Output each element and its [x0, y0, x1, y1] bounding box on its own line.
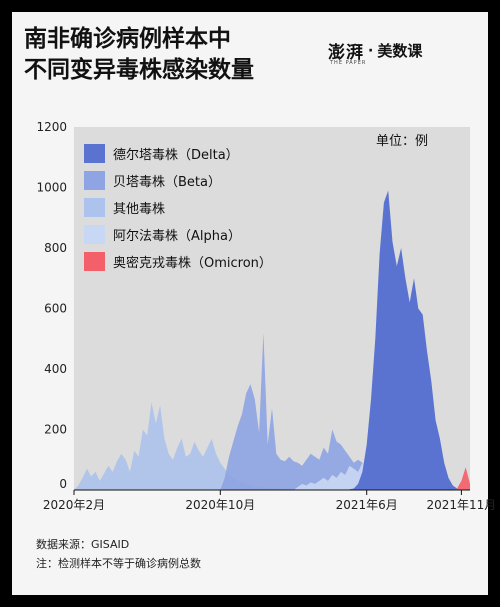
title-line-1: 南非确诊病例样本中 — [24, 26, 231, 52]
chart-title: 南非确诊病例样本中 不同变异毒株感染数量 — [24, 24, 324, 86]
y-tick-label: 0 — [59, 477, 67, 491]
brand-separator: · — [368, 42, 374, 59]
series-area-other — [74, 402, 470, 490]
x-tick-layer: 2020年2月 2020年10月 2021年6月 2021年11月 — [43, 490, 496, 512]
y-tick-label: 400 — [44, 362, 67, 376]
x-tick-label: 2021年6月 — [336, 498, 398, 512]
x-tick-label: 2020年10月 — [185, 498, 255, 512]
legend-item-other: 其他毒株 — [84, 194, 272, 221]
x-tick-label: 2020年2月 — [43, 498, 105, 512]
legend-item-beta: 贝塔毒株（Beta） — [84, 167, 272, 194]
y-tick-layer: 0 200 400 600 800 1000 1200 — [36, 120, 67, 491]
unit-label: 单位：例 — [376, 134, 429, 149]
legend-label-delta: 德尔塔毒株（Delta） — [113, 148, 239, 163]
y-tick-label: 200 — [44, 423, 67, 437]
sample-disclaimer-note: 注：检测样本不等于确诊病例总数 — [36, 557, 201, 570]
y-tick-label: 600 — [44, 302, 67, 316]
legend-label-beta: 贝塔毒株（Beta） — [113, 175, 221, 190]
y-tick-label: 800 — [44, 241, 67, 255]
legend-item-delta: 德尔塔毒株（Delta） — [84, 140, 272, 167]
legend-item-alpha: 阿尔法毒株（Alpha） — [84, 221, 272, 248]
y-tick-label: 1000 — [36, 181, 67, 195]
brand-logo-text: 澎湃 — [328, 43, 364, 63]
legend-swatch-other — [84, 198, 105, 217]
series-area-delta — [74, 190, 470, 490]
brand-logo-subtext: THE PAPER — [330, 60, 367, 66]
x-tick-label: 2021年11月 — [426, 498, 496, 512]
legend-label-omicron: 奥密克戎毒株（Omicron） — [113, 256, 272, 271]
y-tick-label: 1200 — [36, 120, 67, 134]
series-layer — [74, 190, 470, 490]
series-area-beta — [74, 332, 470, 490]
footer: 数据来源：GISAID 注：检测样本不等于确诊病例总数 — [36, 535, 201, 573]
title-line-2: 不同变异毒株感染数量 — [24, 57, 254, 83]
legend-swatch-alpha — [84, 225, 105, 244]
legend: 德尔塔毒株（Delta） 贝塔毒株（Beta） 其他毒株 阿尔法毒株（Alpha… — [84, 140, 272, 275]
data-source-note: 数据来源：GISAID — [36, 538, 130, 551]
brand-logo: 澎湃 THE PAPER · 美数课 — [328, 38, 423, 66]
legend-swatch-delta — [84, 144, 105, 163]
legend-swatch-omicron — [84, 252, 105, 271]
legend-item-omicron: 奥密克戎毒株（Omicron） — [84, 248, 272, 275]
legend-swatch-beta — [84, 171, 105, 190]
legend-label-alpha: 阿尔法毒株（Alpha） — [113, 229, 241, 244]
legend-label-other: 其他毒株 — [113, 202, 166, 217]
brand-column-name: 美数课 — [377, 42, 423, 60]
